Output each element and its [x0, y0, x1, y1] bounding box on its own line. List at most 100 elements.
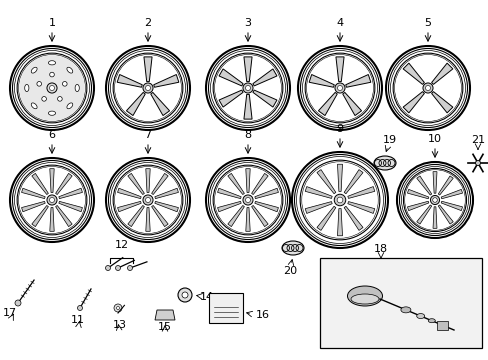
Polygon shape: [126, 93, 145, 116]
Polygon shape: [335, 57, 344, 82]
Ellipse shape: [25, 85, 29, 91]
Ellipse shape: [67, 67, 73, 73]
Circle shape: [429, 195, 439, 204]
Polygon shape: [56, 174, 72, 194]
Polygon shape: [117, 75, 142, 87]
Text: 13: 13: [113, 320, 127, 330]
Text: 9: 9: [336, 124, 343, 134]
Circle shape: [145, 198, 150, 203]
Polygon shape: [59, 188, 82, 199]
Polygon shape: [150, 93, 169, 116]
Text: 18: 18: [373, 244, 387, 254]
Ellipse shape: [347, 286, 382, 306]
Circle shape: [337, 85, 342, 90]
Circle shape: [116, 306, 119, 310]
Text: 17: 17: [3, 308, 17, 318]
Polygon shape: [416, 205, 431, 224]
Text: 8: 8: [244, 130, 251, 140]
Polygon shape: [305, 186, 331, 198]
Polygon shape: [155, 310, 175, 320]
Ellipse shape: [75, 85, 79, 91]
Ellipse shape: [48, 61, 56, 65]
Polygon shape: [440, 201, 462, 211]
Polygon shape: [344, 206, 362, 230]
Circle shape: [245, 85, 250, 90]
Polygon shape: [244, 94, 251, 119]
Polygon shape: [219, 90, 243, 107]
Text: 11: 11: [71, 315, 85, 325]
Polygon shape: [251, 206, 267, 226]
Ellipse shape: [400, 307, 410, 313]
Circle shape: [336, 197, 342, 203]
Text: 19: 19: [382, 135, 396, 145]
Polygon shape: [217, 188, 241, 199]
Polygon shape: [127, 206, 144, 226]
Text: 21: 21: [470, 135, 484, 145]
Polygon shape: [254, 188, 278, 199]
Ellipse shape: [416, 314, 424, 319]
Polygon shape: [337, 208, 342, 236]
Polygon shape: [437, 176, 452, 195]
Polygon shape: [145, 207, 150, 231]
Polygon shape: [416, 176, 431, 195]
Ellipse shape: [48, 111, 56, 115]
Circle shape: [142, 195, 153, 205]
Bar: [319, 258, 481, 348]
Circle shape: [37, 81, 41, 86]
Text: 20: 20: [283, 266, 296, 276]
Text: 1: 1: [48, 18, 55, 28]
Polygon shape: [145, 169, 150, 193]
FancyBboxPatch shape: [208, 293, 243, 323]
Polygon shape: [318, 93, 337, 116]
Polygon shape: [337, 164, 342, 192]
Polygon shape: [432, 207, 436, 228]
Polygon shape: [151, 206, 168, 226]
Circle shape: [49, 85, 54, 90]
Text: 2: 2: [144, 18, 151, 28]
Polygon shape: [56, 206, 72, 226]
Circle shape: [47, 83, 57, 93]
Circle shape: [474, 161, 480, 166]
Circle shape: [425, 85, 429, 90]
Ellipse shape: [282, 241, 304, 255]
Ellipse shape: [31, 103, 37, 109]
Polygon shape: [21, 201, 45, 212]
Polygon shape: [432, 172, 436, 193]
Polygon shape: [431, 92, 452, 113]
Polygon shape: [32, 174, 48, 194]
Polygon shape: [50, 207, 54, 231]
Circle shape: [47, 195, 57, 205]
Text: 4: 4: [336, 18, 343, 28]
Polygon shape: [431, 63, 452, 84]
Polygon shape: [254, 201, 278, 212]
Polygon shape: [151, 174, 168, 194]
Circle shape: [178, 288, 192, 302]
Polygon shape: [117, 188, 141, 199]
Polygon shape: [345, 75, 370, 87]
Ellipse shape: [67, 103, 73, 109]
Polygon shape: [219, 69, 243, 86]
Circle shape: [114, 304, 122, 312]
Circle shape: [422, 83, 432, 93]
Circle shape: [49, 198, 54, 203]
Polygon shape: [342, 93, 361, 116]
Circle shape: [77, 306, 82, 310]
Polygon shape: [407, 189, 428, 199]
Ellipse shape: [373, 156, 395, 170]
Ellipse shape: [31, 67, 37, 73]
Polygon shape: [305, 202, 331, 213]
Circle shape: [145, 85, 150, 90]
Text: 15: 15: [158, 322, 172, 332]
Circle shape: [62, 81, 67, 86]
Circle shape: [127, 266, 132, 270]
Polygon shape: [316, 206, 335, 230]
Circle shape: [243, 83, 252, 93]
Polygon shape: [143, 57, 152, 82]
Polygon shape: [252, 69, 276, 86]
Polygon shape: [402, 63, 424, 84]
Circle shape: [19, 55, 84, 121]
Polygon shape: [21, 188, 45, 199]
Text: 3: 3: [244, 18, 251, 28]
Polygon shape: [244, 57, 251, 82]
Polygon shape: [252, 90, 276, 107]
